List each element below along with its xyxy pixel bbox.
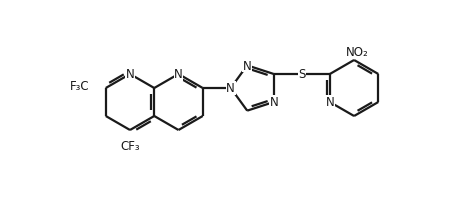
Text: N: N <box>243 60 252 72</box>
Text: CF₃: CF₃ <box>120 140 140 153</box>
Text: N: N <box>125 68 134 81</box>
Text: F₃C: F₃C <box>70 80 90 93</box>
Text: N: N <box>227 82 235 95</box>
Text: NO₂: NO₂ <box>346 45 369 58</box>
Text: S: S <box>298 68 305 81</box>
Text: N: N <box>325 96 334 109</box>
Text: N: N <box>269 96 278 109</box>
Text: N: N <box>174 68 183 81</box>
